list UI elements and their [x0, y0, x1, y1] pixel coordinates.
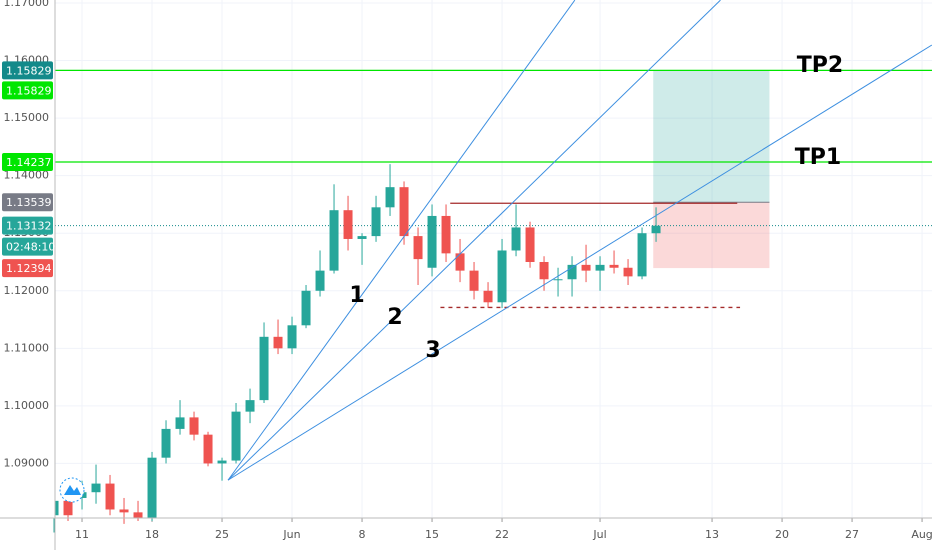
candle-body [385, 187, 395, 208]
candle-body [651, 225, 661, 234]
candle-body [609, 264, 619, 268]
price-label: 1.15829 [6, 84, 52, 97]
x-tick-label: 27 [845, 528, 859, 541]
candle-body [231, 411, 241, 461]
candle-body [63, 500, 73, 516]
price-label: 1.13132 [6, 220, 52, 233]
annotation: 2 [387, 305, 402, 330]
candle-body [623, 267, 633, 277]
price-label-box [2, 81, 53, 100]
price-label: 02:48:10 [6, 241, 55, 254]
y-tick-label: 1.11000 [4, 341, 50, 354]
candle-body [455, 253, 465, 271]
annotation: TP2 [797, 53, 843, 78]
candle-body [105, 483, 115, 510]
candle-body [595, 264, 605, 271]
candle-body [539, 261, 549, 280]
x-tick-label: Aug [911, 528, 932, 541]
candle-body [525, 227, 535, 262]
price-label-box [2, 216, 53, 235]
annotation: TP1 [795, 145, 841, 170]
candle-body [175, 417, 185, 429]
annotation: 1 [349, 283, 364, 308]
fan-line [227, 0, 721, 481]
candle-body [133, 512, 143, 519]
candle-body [483, 290, 493, 303]
stop-zone [653, 202, 770, 269]
candle-body [497, 250, 507, 303]
y-tick-label: 1.10000 [4, 399, 50, 412]
x-tick-label: 13 [705, 528, 719, 541]
y-tick-label: 1.15000 [4, 111, 50, 124]
candle-body [329, 210, 339, 271]
candle-body [273, 336, 283, 349]
candle-body [203, 434, 213, 464]
x-tick-label: 22 [495, 528, 509, 541]
candle-body [119, 509, 129, 513]
x-tick-label: 11 [75, 528, 89, 541]
price-label: 1.15829 [6, 64, 52, 77]
candle-body [637, 233, 647, 277]
x-tick-label: 25 [215, 528, 229, 541]
fan-line [227, 0, 576, 481]
price-label-box [2, 61, 53, 80]
candle-body [189, 417, 199, 435]
x-tick-label: Jul [592, 528, 606, 541]
price-label-box [2, 193, 53, 212]
candle-body [511, 227, 521, 251]
fan-line [227, 44, 932, 481]
target-zone [653, 70, 770, 203]
y-tick-label: 1.14000 [4, 169, 50, 182]
y-tick-label: 1.17000 [4, 0, 50, 9]
price-label-box [2, 153, 53, 172]
candle-body [427, 215, 437, 268]
candle-body [399, 187, 409, 237]
x-tick-label: 20 [775, 528, 789, 541]
candle-body [315, 270, 325, 291]
price-label: 1.13539 [6, 196, 52, 209]
candle-body [301, 290, 311, 326]
y-tick-label: 1.12000 [4, 284, 50, 297]
candle-body [259, 336, 269, 401]
x-tick-label: Jun [282, 528, 300, 541]
candle-body [91, 483, 101, 493]
x-tick-label: 18 [145, 528, 159, 541]
candle-body [245, 400, 255, 412]
price-label: 1.12394 [6, 262, 52, 275]
logo-mark [64, 485, 81, 495]
candle-body [147, 457, 157, 519]
candle-body [217, 460, 227, 464]
x-tick-label: 15 [425, 528, 439, 541]
candle-body [413, 236, 423, 260]
candle-body [371, 207, 381, 237]
annotation: 3 [425, 338, 440, 363]
candle-body [553, 279, 563, 281]
candle-body [581, 264, 591, 271]
candle-body [441, 215, 451, 254]
price-label: 1.14237 [6, 156, 52, 169]
x-tick-label: 8 [359, 528, 366, 541]
price-label-box [2, 237, 53, 256]
y-tick-label: 1.09000 [4, 456, 50, 469]
candle-body [567, 264, 577, 280]
candle-body [357, 236, 367, 239]
candle-body [469, 270, 479, 291]
candle-body [343, 210, 353, 239]
price-label-box [2, 259, 53, 278]
candle-body [161, 428, 171, 458]
candle-body [287, 325, 297, 349]
